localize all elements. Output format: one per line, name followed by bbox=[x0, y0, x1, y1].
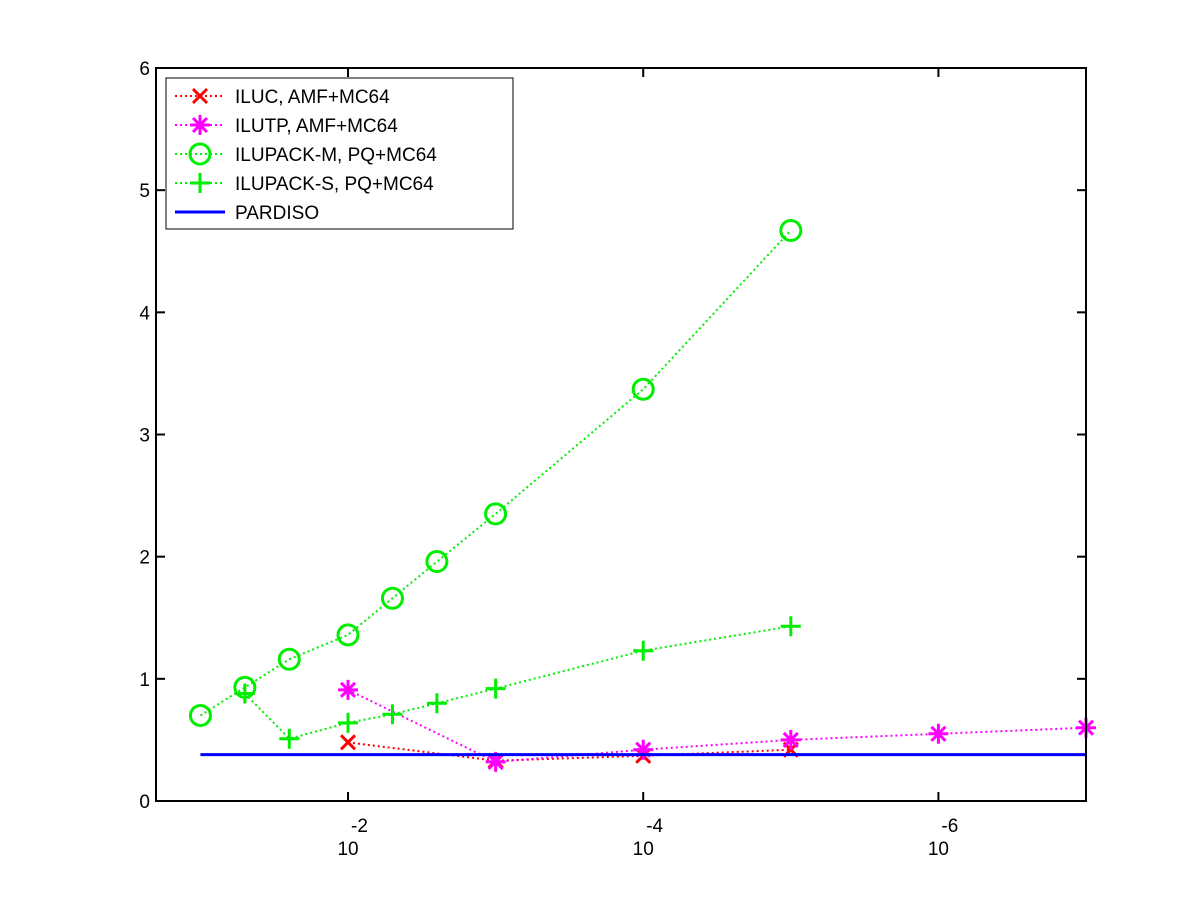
legend: ILUC, AMF+MC64 ILUTP, AMF+MC64 ILUPACK-M, … bbox=[165, 77, 514, 230]
legend-swatch-marker bbox=[190, 115, 210, 135]
y-tick-label: 0 bbox=[139, 792, 150, 813]
data-point-ilutp-amf-mc64 bbox=[338, 679, 359, 700]
x-tick-base: 10 bbox=[633, 839, 654, 860]
data-point-ilutp-amf-mc64 bbox=[633, 739, 654, 760]
legend-swatch-marker bbox=[190, 173, 210, 193]
data-point-ilupack-m-pq-mc64 bbox=[336, 623, 360, 647]
data-point-ilupack-m-pq-mc64 bbox=[425, 550, 449, 574]
data-point-ilupack-s-pq-mc64 bbox=[426, 693, 447, 714]
series-line-ilupack-m-pq-mc64 bbox=[199, 229, 792, 717]
y-tick-label: 1 bbox=[139, 670, 150, 691]
y-tick-label: 2 bbox=[139, 548, 150, 569]
data-point-ilupack-m-pq-mc64 bbox=[380, 586, 404, 610]
legend-swatch-marker bbox=[191, 87, 209, 105]
series-ilupack-s-pq-mc64 bbox=[234, 616, 801, 749]
series-ilutp-amf-mc64 bbox=[338, 679, 1096, 772]
x-tick-base: 10 bbox=[928, 839, 949, 860]
legend-label: PARDISO bbox=[235, 203, 319, 224]
legend-label: ILUPACK-S, PQ+MC64 bbox=[235, 174, 434, 195]
legend-entry-ilupack-s-pq-mc64: ILUPACK-S, PQ+MC64 bbox=[175, 173, 434, 195]
data-point-ilupack-s-pq-mc64 bbox=[382, 704, 403, 725]
data-point-ilupack-s-pq-mc64 bbox=[279, 728, 300, 749]
x-tick-exponent: -2 bbox=[351, 816, 368, 837]
data-point-iluc-amf-mc64 bbox=[339, 734, 357, 751]
data-point-ilupack-s-pq-mc64 bbox=[338, 712, 359, 733]
data-point-ilupack-s-pq-mc64 bbox=[485, 678, 506, 699]
series-ilupack-m-pq-mc64 bbox=[188, 218, 803, 727]
data-point-ilutp-amf-mc64 bbox=[485, 751, 506, 772]
data-point-ilupack-m-pq-mc64 bbox=[188, 703, 212, 727]
data-point-ilupack-s-pq-mc64 bbox=[633, 640, 654, 661]
data-point-ilutp-amf-mc64 bbox=[780, 729, 801, 750]
data-point-ilupack-m-pq-mc64 bbox=[779, 218, 803, 242]
x-tick-exponent: -4 bbox=[646, 816, 663, 837]
x-tick-base: 10 bbox=[337, 839, 358, 860]
data-point-ilupack-m-pq-mc64 bbox=[484, 502, 508, 526]
legend-entry-ilupack-m-pq-mc64: ILUPACK-M, PQ+MC64 bbox=[175, 142, 437, 166]
series-line-ilutp-amf-mc64 bbox=[347, 688, 1087, 763]
legend-entry-ilutp-amf-mc64: ILUTP, AMF+MC64 bbox=[175, 115, 398, 137]
y-tick-label: 3 bbox=[139, 426, 150, 447]
legend-entry-iluc-amf-mc64: ILUC, AMF+MC64 bbox=[175, 87, 390, 108]
data-point-ilupack-m-pq-mc64 bbox=[631, 377, 655, 401]
data-point-ilupack-s-pq-mc64 bbox=[780, 616, 801, 637]
y-tick-label: 4 bbox=[139, 303, 150, 324]
legend-entry-pardiso: PARDISO bbox=[175, 203, 319, 224]
legend-swatch-marker bbox=[188, 142, 212, 166]
x-tick-exponent: -6 bbox=[941, 816, 958, 837]
y-tick-label: 6 bbox=[139, 59, 150, 80]
y-tick-label: 5 bbox=[139, 181, 150, 202]
data-point-ilupack-m-pq-mc64 bbox=[277, 647, 301, 671]
series-line-iluc-amf-mc64 bbox=[347, 741, 791, 762]
legend-label: ILUC, AMF+MC64 bbox=[235, 87, 390, 108]
legend-label: ILUPACK-M, PQ+MC64 bbox=[235, 145, 437, 166]
data-point-ilutp-amf-mc64 bbox=[928, 723, 949, 744]
legend-label: ILUTP, AMF+MC64 bbox=[235, 116, 398, 137]
legend-box bbox=[165, 77, 514, 230]
data-point-ilupack-s-pq-mc64 bbox=[234, 683, 255, 704]
plot-area bbox=[188, 218, 1096, 772]
